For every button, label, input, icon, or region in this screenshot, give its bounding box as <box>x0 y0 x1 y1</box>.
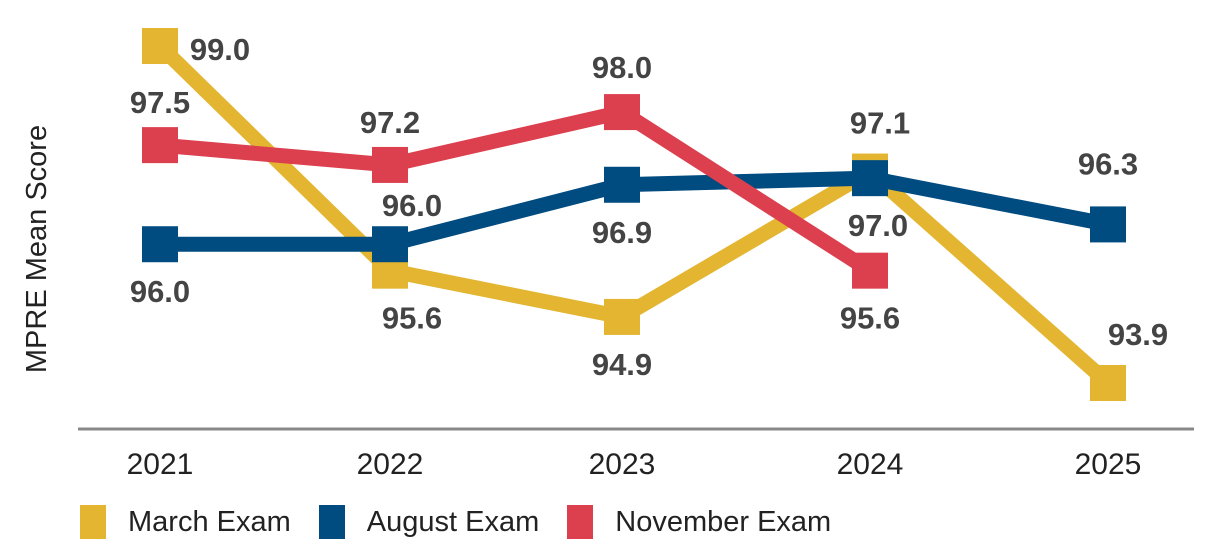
march-marker <box>604 298 640 335</box>
legend-item-march: March Exam <box>80 505 291 539</box>
x-tick-label: 2021 <box>127 448 194 481</box>
data-label: 96.9 <box>592 215 652 250</box>
legend-label-august: August Exam <box>366 505 540 538</box>
x-tick-label: 2025 <box>1075 448 1142 481</box>
data-label: 96.0 <box>130 274 190 309</box>
august-marker <box>852 160 888 197</box>
data-label: 96.0 <box>382 188 442 223</box>
series-layer <box>142 28 1126 401</box>
data-label: 97.5 <box>130 85 190 120</box>
data-label: 93.9 <box>1108 317 1168 352</box>
march-marker <box>142 28 178 64</box>
legend-item-november: November Exam <box>567 505 831 539</box>
november-marker <box>604 94 640 131</box>
legend: March Exam August Exam November Exam <box>80 505 859 539</box>
november-marker <box>142 127 178 164</box>
x-tick-label: 2022 <box>357 448 424 481</box>
legend-label-march: March Exam <box>128 505 291 538</box>
data-label: 98.0 <box>592 50 652 85</box>
august-marker <box>1090 206 1126 243</box>
august-marker <box>372 226 408 263</box>
august-marker <box>142 226 178 263</box>
data-label: 97.1 <box>850 106 910 141</box>
legend-item-august: August Exam <box>318 505 540 539</box>
x-tick-label: 2023 <box>589 448 656 481</box>
legend-swatch-august <box>318 505 345 539</box>
data-label: 95.6 <box>840 301 900 336</box>
data-labels: 99.0 95.6 94.9 97.1 93.9 96.0 96.0 96.9 97.0 96.3… <box>130 32 1168 382</box>
november-line <box>159 104 875 277</box>
legend-swatch-november <box>567 505 594 539</box>
data-label: 99.0 <box>190 32 250 67</box>
data-label: 96.3 <box>1078 146 1138 181</box>
data-label: 97.0 <box>848 208 908 243</box>
november-marker <box>852 252 888 289</box>
x-axis-ticks: 2021 2022 2023 2024 2025 <box>127 448 1142 481</box>
november-marker <box>372 146 408 183</box>
legend-label-november: November Exam <box>615 505 832 538</box>
y-axis-label: MPRE Mean Score <box>21 124 53 374</box>
x-tick-label: 2024 <box>837 448 904 481</box>
august-marker <box>604 166 640 203</box>
data-label: 94.9 <box>592 347 652 382</box>
march-marker <box>1090 365 1126 401</box>
data-label: 95.6 <box>382 301 442 336</box>
legend-swatch-march <box>80 505 106 539</box>
data-label: 97.2 <box>360 105 420 140</box>
